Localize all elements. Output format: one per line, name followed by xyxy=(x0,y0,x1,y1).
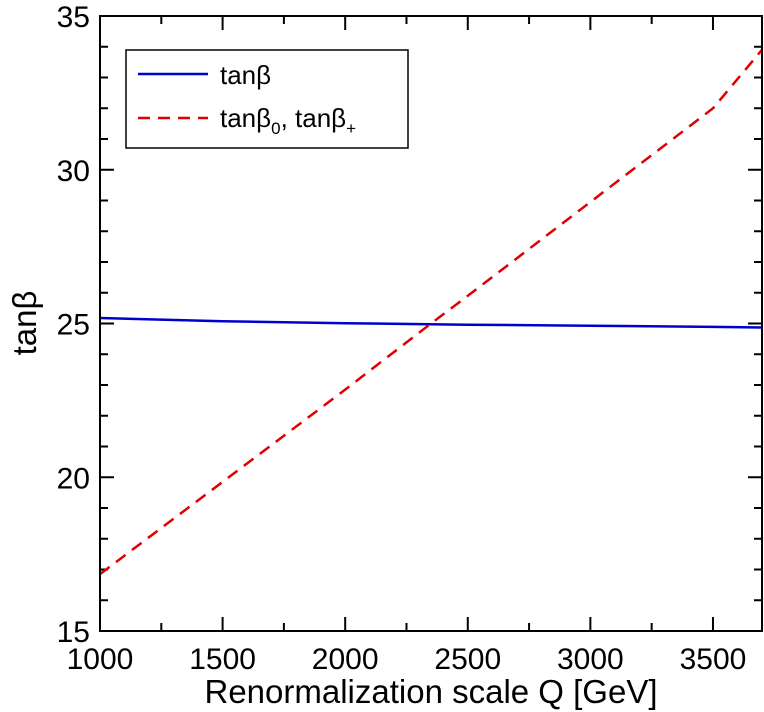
y-axis-label: tanβ xyxy=(6,291,43,356)
series-line-tanb0-tanbplus xyxy=(99,48,763,576)
series-lines xyxy=(99,48,763,576)
plot-frame xyxy=(99,15,763,632)
legend-box xyxy=(125,49,409,149)
x-tick-label: 1500 xyxy=(189,643,256,676)
legend-entry-tanb0-tanbplus: tanβ0, tanβ+ xyxy=(220,103,356,138)
series-line-tanb xyxy=(99,316,763,329)
y-tick-label: 35 xyxy=(57,1,90,34)
x-tick-label: 2500 xyxy=(434,643,501,676)
y-tick-label: 25 xyxy=(57,309,90,342)
x-tick-label: 3500 xyxy=(680,643,747,676)
x-tick-label: 3000 xyxy=(557,643,624,676)
legend: tanβ tanβ0, tanβ+ xyxy=(125,49,409,149)
y-tick-label: 20 xyxy=(57,462,90,495)
y-tick-label: 30 xyxy=(57,155,90,188)
x-tick-label: 1000 xyxy=(67,643,134,676)
y-tick-label: 15 xyxy=(57,616,90,649)
x-axis-label: Renormalization scale Q [GeV] xyxy=(204,673,657,710)
tick-labels: 1000 1500 2000 2500 3000 3500 15 20 25 30 35 xyxy=(57,1,747,676)
x-tick-label: 2000 xyxy=(312,643,379,676)
legend-entry-tanb: tanβ xyxy=(220,60,271,90)
